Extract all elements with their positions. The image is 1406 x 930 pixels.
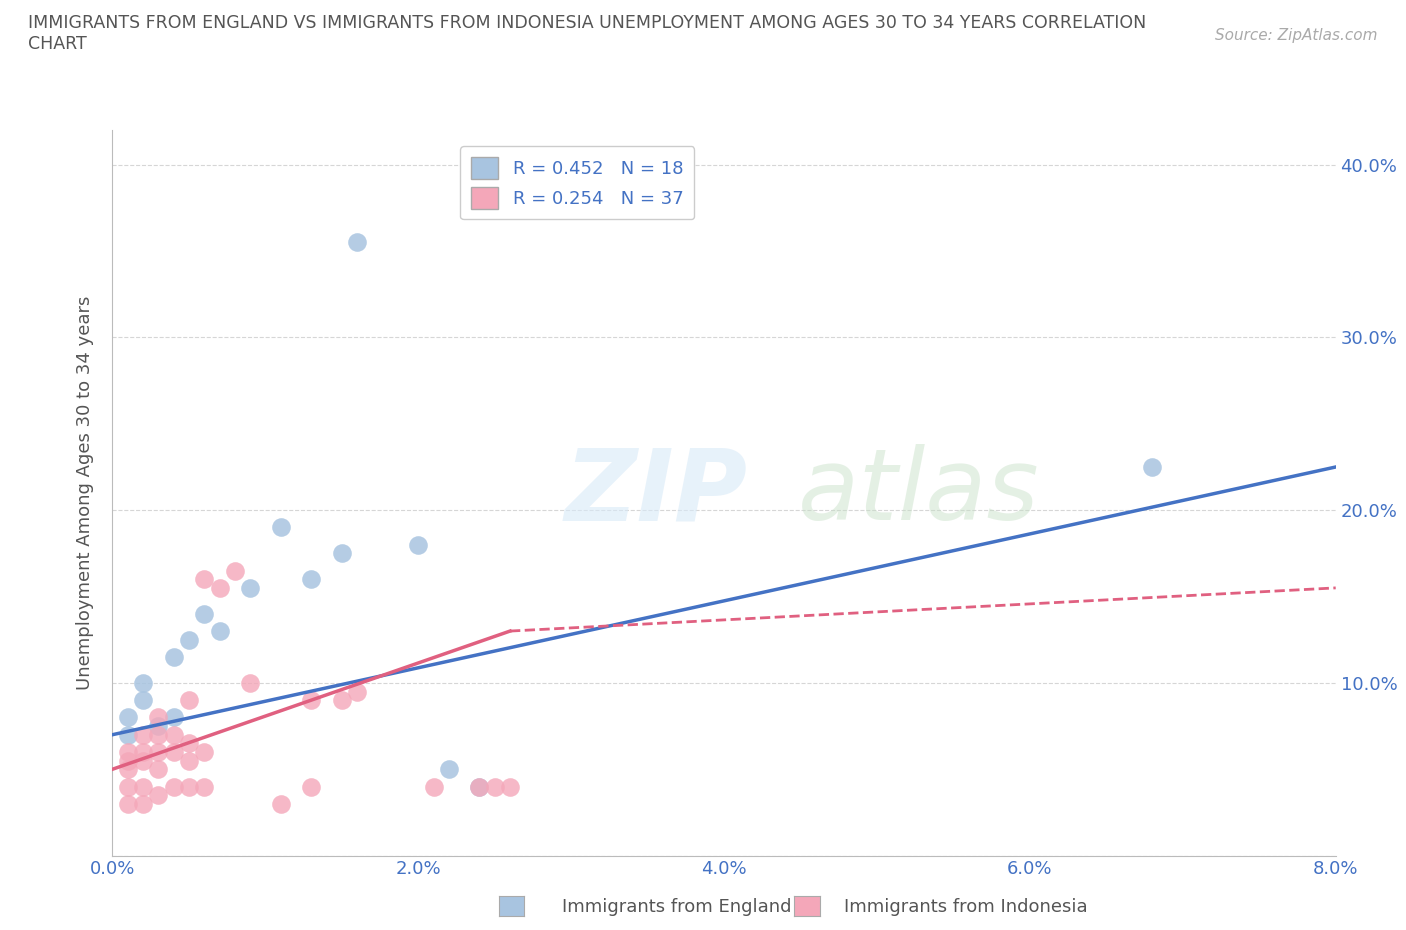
- Point: [208, 624, 231, 639]
- Point: [132, 693, 155, 708]
- Point: [163, 649, 186, 664]
- Legend: R = 0.452   N = 18, R = 0.254   N = 37: R = 0.452 N = 18, R = 0.254 N = 37: [460, 147, 695, 219]
- Point: [132, 727, 155, 742]
- Point: [117, 779, 139, 794]
- Point: [117, 745, 139, 760]
- Point: [422, 779, 444, 794]
- Point: [330, 546, 353, 561]
- Point: [330, 693, 353, 708]
- Point: [1142, 459, 1164, 474]
- Point: [193, 745, 215, 760]
- Point: [132, 745, 155, 760]
- Point: [117, 762, 139, 777]
- Point: [299, 572, 322, 587]
- Point: [163, 779, 186, 794]
- Point: [177, 779, 200, 794]
- Point: [117, 753, 139, 768]
- Point: [299, 779, 322, 794]
- Point: [239, 580, 262, 595]
- Point: [408, 538, 430, 552]
- Point: [132, 796, 155, 811]
- Point: [299, 693, 322, 708]
- Point: [346, 684, 368, 699]
- Point: [132, 753, 155, 768]
- Point: [499, 779, 522, 794]
- Point: [224, 564, 246, 578]
- Point: [177, 693, 200, 708]
- Text: Immigrants from Indonesia: Immigrants from Indonesia: [844, 897, 1087, 916]
- Point: [117, 710, 139, 724]
- Point: [437, 762, 460, 777]
- Point: [208, 580, 231, 595]
- Text: ZIP: ZIP: [565, 445, 748, 541]
- Point: [270, 520, 292, 535]
- Text: Immigrants from England: Immigrants from England: [562, 897, 792, 916]
- Point: [117, 796, 139, 811]
- Point: [177, 753, 200, 768]
- Point: [148, 727, 170, 742]
- Point: [163, 727, 186, 742]
- Point: [117, 727, 139, 742]
- Point: [163, 745, 186, 760]
- Point: [148, 745, 170, 760]
- Point: [148, 762, 170, 777]
- Point: [484, 779, 506, 794]
- Point: [148, 719, 170, 734]
- Point: [132, 779, 155, 794]
- Point: [193, 572, 215, 587]
- Point: [346, 235, 368, 250]
- Point: [468, 779, 491, 794]
- Point: [163, 710, 186, 724]
- Point: [193, 779, 215, 794]
- Text: atlas: atlas: [797, 445, 1039, 541]
- Y-axis label: Unemployment Among Ages 30 to 34 years: Unemployment Among Ages 30 to 34 years: [76, 296, 94, 690]
- Point: [177, 736, 200, 751]
- Point: [148, 710, 170, 724]
- Text: IMMIGRANTS FROM ENGLAND VS IMMIGRANTS FROM INDONESIA UNEMPLOYMENT AMONG AGES 30 : IMMIGRANTS FROM ENGLAND VS IMMIGRANTS FR…: [28, 14, 1146, 53]
- Point: [468, 779, 491, 794]
- Point: [193, 606, 215, 621]
- Point: [177, 632, 200, 647]
- Point: [239, 675, 262, 690]
- Point: [270, 796, 292, 811]
- Point: [132, 675, 155, 690]
- Point: [148, 788, 170, 803]
- Text: Source: ZipAtlas.com: Source: ZipAtlas.com: [1215, 28, 1378, 43]
